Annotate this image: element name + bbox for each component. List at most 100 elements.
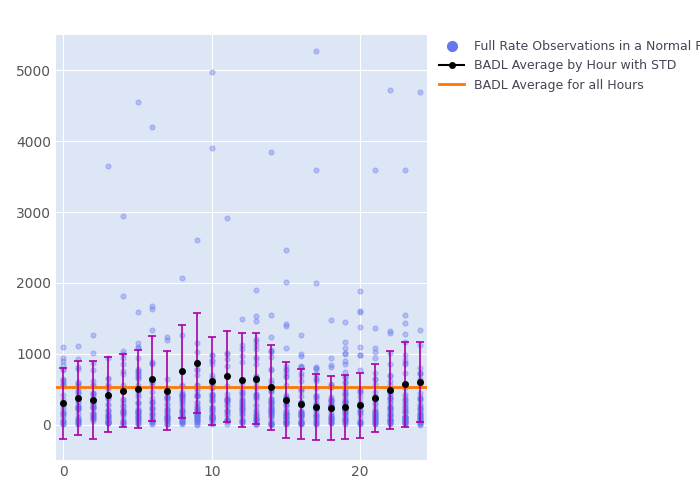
Point: [191, 399, 202, 407]
Point: [325, 414, 336, 422]
Point: [265, 348, 276, 356]
Point: [236, 399, 247, 407]
Point: [251, 410, 262, 418]
Point: [295, 372, 307, 380]
Point: [88, 377, 99, 385]
Point: [221, 417, 232, 425]
Point: [88, 404, 99, 411]
Point: [191, 348, 202, 356]
Point: [370, 388, 381, 396]
Point: [191, 236, 202, 244]
Point: [132, 420, 144, 428]
Point: [384, 329, 395, 337]
Point: [132, 398, 144, 406]
Point: [73, 380, 84, 388]
Point: [191, 392, 202, 400]
Point: [340, 412, 351, 420]
Point: [310, 411, 321, 419]
Point: [265, 396, 276, 404]
Point: [325, 381, 336, 389]
Point: [325, 401, 336, 409]
Point: [310, 374, 321, 382]
Point: [206, 406, 218, 414]
Point: [162, 400, 173, 408]
Point: [132, 412, 144, 420]
Point: [265, 333, 276, 341]
Point: [162, 408, 173, 416]
Point: [236, 404, 247, 412]
Point: [340, 410, 351, 418]
Point: [355, 344, 366, 351]
Point: [251, 393, 262, 401]
Point: [236, 418, 247, 426]
Point: [399, 413, 410, 421]
Point: [265, 386, 276, 394]
Point: [295, 418, 307, 426]
Point: [384, 398, 395, 406]
Point: [162, 405, 173, 413]
Point: [414, 414, 425, 422]
Point: [251, 411, 262, 419]
Point: [340, 398, 351, 406]
Point: [310, 416, 321, 424]
Point: [399, 369, 410, 377]
Point: [132, 339, 144, 347]
Point: [265, 395, 276, 403]
Point: [251, 341, 262, 349]
Point: [414, 416, 425, 424]
Point: [117, 418, 128, 426]
Point: [251, 312, 262, 320]
Point: [370, 420, 381, 428]
Point: [340, 344, 351, 351]
Point: [191, 412, 202, 420]
Point: [221, 416, 232, 424]
Point: [251, 378, 262, 386]
Point: [340, 388, 351, 396]
Point: [295, 411, 307, 419]
Point: [206, 404, 218, 411]
Point: [206, 416, 218, 424]
Point: [384, 419, 395, 427]
Point: [117, 384, 128, 392]
Point: [265, 420, 276, 428]
Point: [162, 415, 173, 423]
Point: [414, 380, 425, 388]
Point: [295, 400, 307, 408]
Point: [384, 417, 395, 425]
Point: [355, 419, 366, 427]
Point: [414, 402, 425, 410]
Point: [162, 333, 173, 341]
Point: [370, 368, 381, 376]
Point: [117, 212, 128, 220]
Point: [132, 376, 144, 384]
Point: [251, 412, 262, 420]
Point: [58, 396, 69, 404]
Point: [340, 390, 351, 398]
Point: [265, 388, 276, 396]
Point: [236, 406, 247, 414]
Point: [191, 417, 202, 425]
Point: [147, 402, 158, 410]
Point: [414, 418, 425, 426]
Point: [73, 386, 84, 394]
Point: [384, 393, 395, 401]
Point: [88, 390, 99, 398]
Point: [251, 382, 262, 390]
Point: [281, 393, 292, 401]
Point: [162, 417, 173, 425]
Point: [399, 418, 410, 426]
Point: [117, 406, 128, 413]
Point: [162, 405, 173, 413]
Point: [265, 413, 276, 421]
Point: [310, 400, 321, 407]
Point: [310, 410, 321, 418]
Point: [102, 410, 113, 418]
Point: [206, 374, 218, 382]
Point: [310, 414, 321, 422]
Point: [132, 354, 144, 362]
Point: [340, 418, 351, 426]
Point: [414, 326, 425, 334]
Point: [191, 398, 202, 406]
Point: [102, 394, 113, 402]
Point: [206, 392, 218, 400]
